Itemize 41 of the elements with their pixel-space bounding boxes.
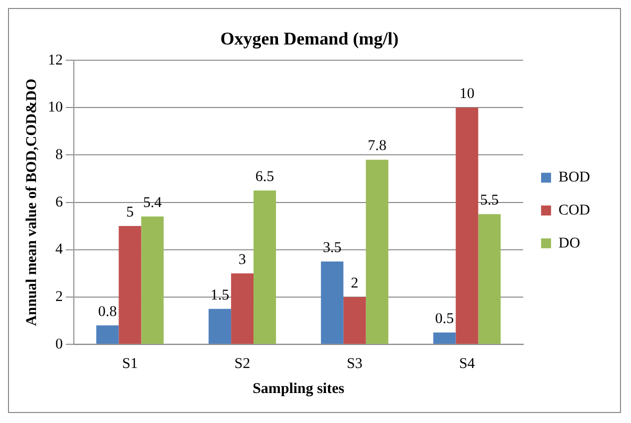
x-tick-label: S4 xyxy=(459,356,476,372)
y-tick-label: 10 xyxy=(48,100,63,116)
data-label: 10 xyxy=(460,86,474,102)
y-tick-label: 4 xyxy=(55,242,64,258)
data-label: 1.5 xyxy=(210,287,230,304)
bar xyxy=(96,325,119,344)
bar xyxy=(141,216,164,344)
data-label: 2 xyxy=(350,276,358,292)
data-label: 0.5 xyxy=(435,311,454,327)
data-label: 3 xyxy=(238,252,246,268)
bar xyxy=(343,297,366,344)
data-label: 7.8 xyxy=(368,138,386,154)
data-label: 5.4 xyxy=(143,195,162,212)
y-tick-label: 0 xyxy=(55,336,63,352)
data-label: 0.8 xyxy=(98,304,117,320)
legend-label: DO xyxy=(558,235,580,252)
y-axis-title: Annual mean value of BOD,COD&DO xyxy=(24,78,40,326)
bar xyxy=(433,332,456,344)
legend-label: COD xyxy=(558,202,590,218)
data-label: 6.5 xyxy=(255,169,274,185)
data-label: 3.5 xyxy=(322,240,342,256)
bar xyxy=(118,226,142,344)
data-label: 5 xyxy=(126,204,134,220)
y-tick-label: 12 xyxy=(48,52,63,68)
y-tick-label: 8 xyxy=(55,146,63,163)
bar xyxy=(254,190,276,344)
data-label: 5.5 xyxy=(480,192,499,209)
bar xyxy=(231,273,254,344)
bar xyxy=(366,160,388,344)
y-tick-label: 2 xyxy=(55,288,63,305)
chart-title: Oxygen Demand (mg/l) xyxy=(220,28,399,48)
x-tick-label: S2 xyxy=(234,356,250,372)
x-tick-label: S1 xyxy=(122,356,138,372)
bar xyxy=(478,214,501,344)
x-tick-label: S3 xyxy=(346,356,363,372)
y-tick-label: 6 xyxy=(55,194,64,210)
bar xyxy=(320,262,344,344)
x-axis-title: Sampling sites xyxy=(252,380,345,397)
bar xyxy=(208,308,232,344)
legend-label: BOD xyxy=(558,170,590,186)
bar xyxy=(456,108,478,344)
